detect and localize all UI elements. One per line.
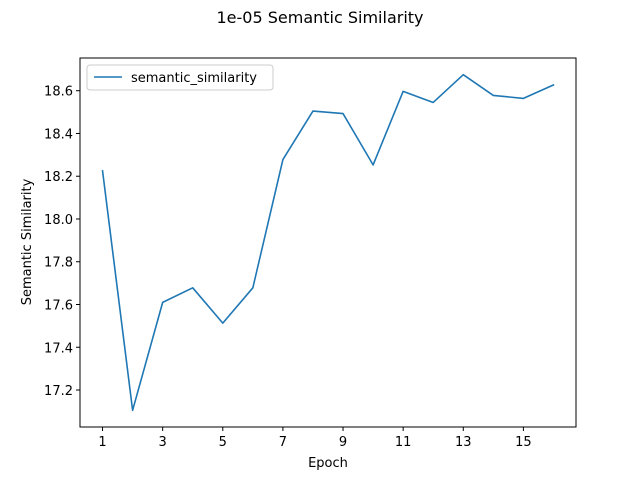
- x-tick-label: 7: [279, 435, 287, 450]
- y-tick-label: 18.2: [44, 170, 73, 185]
- legend-label: semantic_similarity: [131, 71, 257, 86]
- x-tick-label: 3: [159, 435, 167, 450]
- chart-title: 1e-05 Semantic Similarity: [216, 8, 423, 27]
- y-tick-label: 17.8: [44, 256, 73, 271]
- x-axis-label: Epoch: [308, 456, 348, 471]
- x-tick-label: 13: [455, 435, 472, 450]
- y-tick-label: 18.4: [44, 127, 73, 142]
- x-tick-label: 11: [395, 435, 412, 450]
- y-tick-label: 18.6: [44, 85, 73, 100]
- x-tick-label: 5: [219, 435, 227, 450]
- y-tick-label: 17.4: [44, 341, 73, 356]
- legend: semantic_similarity: [87, 65, 273, 90]
- y-tick-label: 17.6: [44, 298, 73, 313]
- x-tick-label: 15: [515, 435, 532, 450]
- x-tick-label: 1: [98, 435, 106, 450]
- y-tick-label: 18.0: [44, 213, 73, 228]
- y-tick-label: 17.2: [44, 384, 73, 399]
- x-tick-label: 9: [339, 435, 347, 450]
- y-axis-label: Semantic Similarity: [20, 178, 35, 305]
- plot-area: [80, 58, 576, 427]
